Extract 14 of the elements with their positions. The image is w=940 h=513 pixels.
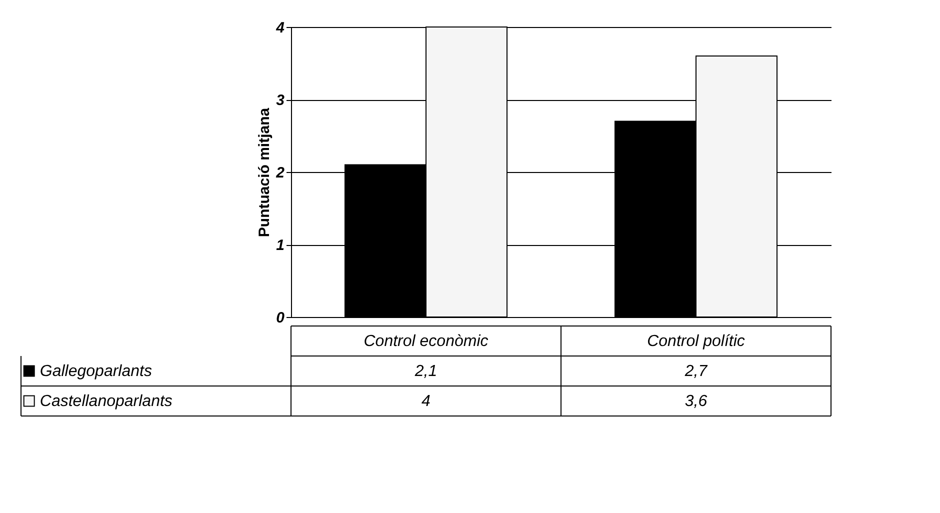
data-label: 4 [422, 393, 431, 410]
data-label: 3,6 [684, 393, 708, 410]
legend-label: Castellanoparlants [40, 393, 172, 410]
y-tick-label: 2 [275, 164, 286, 182]
y-tick-label: 4 [275, 20, 286, 36]
y-tick-label: 3 [276, 92, 286, 109]
y-tick-label: 0 [276, 310, 286, 326]
data-label: 2,1 [414, 363, 438, 380]
y-axis-title: Puntuació mitjana [256, 107, 274, 238]
x-tick-label: Control econòmic [364, 333, 488, 350]
y-tick-label: 1 [276, 237, 284, 254]
legend-label: Gallegoparlants [40, 363, 152, 380]
data-label: 2,7 [684, 363, 708, 380]
x-tick-label: Control polític [647, 333, 745, 350]
